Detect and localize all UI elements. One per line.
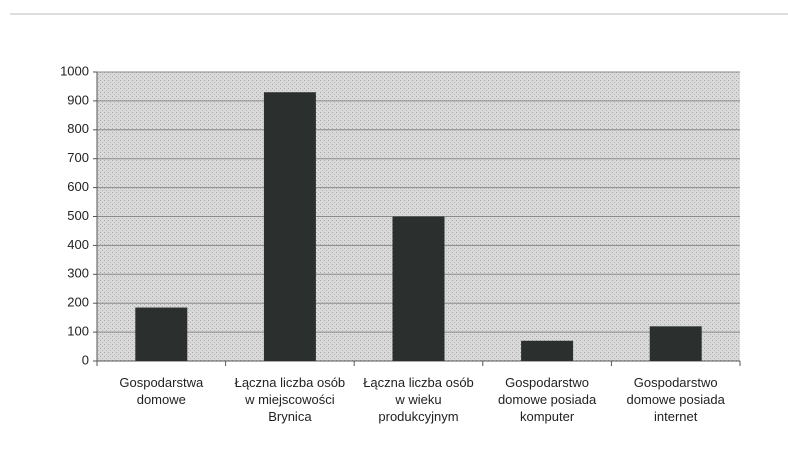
y-tick-label: 0 xyxy=(82,352,89,367)
bar xyxy=(263,92,316,361)
x-tick-label: Gospodarstwa domowe xyxy=(119,375,204,407)
y-tick-label: 100 xyxy=(67,324,89,339)
y-tick-label: 1000 xyxy=(60,63,89,78)
bar xyxy=(135,307,188,361)
x-tick-label: Łączna liczba osób w wieku produkcyjnym xyxy=(363,375,474,424)
y-tick-label: 300 xyxy=(67,266,89,281)
x-tick-label: Gospodarstwo domowe posiada komputer xyxy=(497,375,597,424)
x-tick-label: Łączna liczba osób w miejscowości Brynic… xyxy=(234,375,346,424)
bar xyxy=(649,326,702,361)
y-tick-label: 900 xyxy=(67,92,89,107)
x-tick-label: Gospodarstwo domowe posiada internet xyxy=(626,375,725,424)
y-tick-label: 200 xyxy=(67,295,89,310)
y-tick-label: 800 xyxy=(67,121,89,136)
y-tick-label: 400 xyxy=(67,237,89,252)
bar xyxy=(392,216,445,361)
y-tick-label: 500 xyxy=(67,208,89,223)
y-tick-label: 700 xyxy=(67,150,89,165)
y-tick-label: 600 xyxy=(67,179,89,194)
bar xyxy=(521,340,574,361)
